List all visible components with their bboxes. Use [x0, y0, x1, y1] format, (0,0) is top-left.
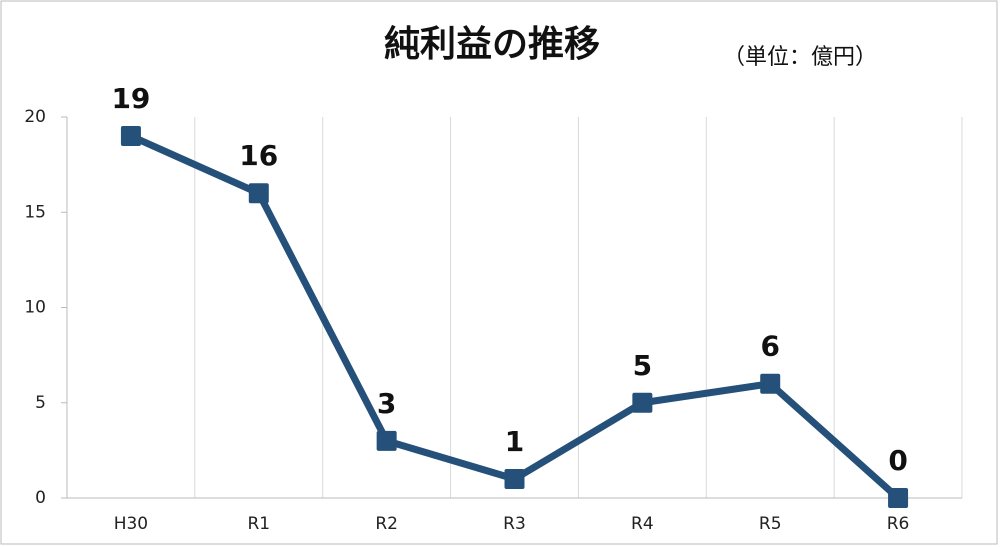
y-tick-label: 10	[24, 298, 46, 318]
data-label: 6	[760, 330, 779, 363]
unit-annotation: （単位：億円）	[723, 45, 877, 70]
x-tick-label: R5	[759, 514, 782, 534]
x-tick-label: R1	[247, 514, 270, 534]
data-label: 0	[888, 444, 907, 477]
chart-title: 純利益の推移	[384, 24, 600, 65]
x-tick-label: R6	[887, 514, 910, 534]
y-tick-label: 0	[35, 488, 46, 508]
data-label: 1	[505, 425, 524, 458]
data-marker	[760, 373, 781, 394]
x-tick-label: R4	[631, 514, 654, 534]
x-tick-label: R3	[503, 514, 526, 534]
data-label: 3	[377, 387, 396, 420]
data-marker	[888, 488, 909, 508]
x-tick-label: H30	[114, 514, 148, 534]
y-tick-label: 20	[24, 107, 46, 127]
data-label: 16	[239, 139, 278, 172]
data-marker	[376, 430, 397, 451]
x-tick-label: R2	[375, 514, 398, 534]
data-marker	[120, 126, 141, 147]
data-label: 19	[111, 82, 150, 115]
data-label: 5	[633, 349, 652, 382]
y-tick-label: 5	[35, 393, 46, 413]
data-marker	[632, 392, 653, 413]
data-marker	[504, 468, 525, 489]
y-tick-label: 15	[24, 202, 46, 222]
data-marker	[248, 183, 269, 204]
